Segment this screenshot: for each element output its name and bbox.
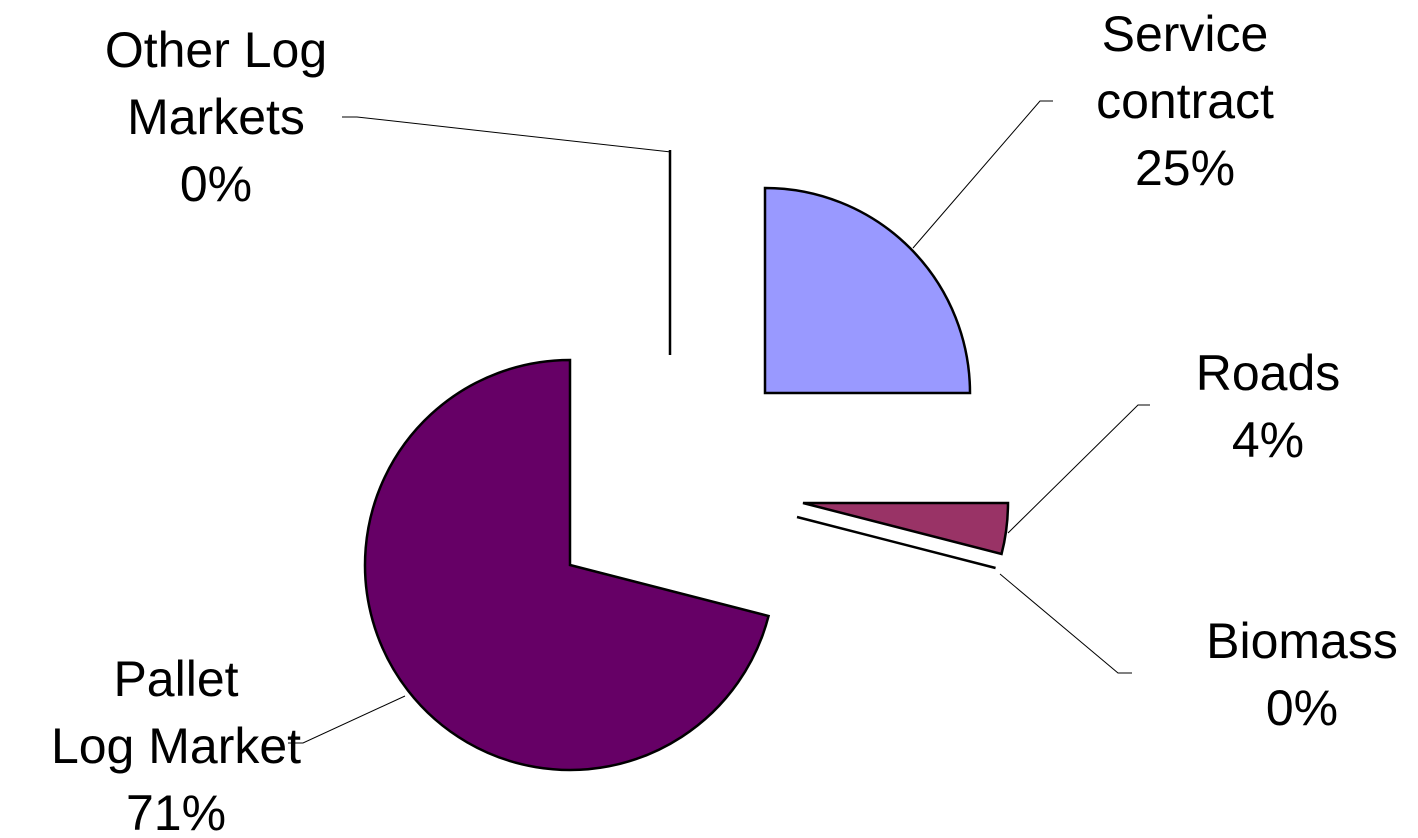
slice-label-0: Service xyxy=(1102,6,1269,62)
slice-label-2: Biomass xyxy=(1206,613,1398,669)
pie-slices xyxy=(363,150,1010,772)
slice-label-4: Markets xyxy=(127,89,305,145)
leader-line-3 xyxy=(288,695,406,744)
slice-percent-label-2: 0% xyxy=(1266,680,1338,736)
leader-line-4 xyxy=(342,116,672,153)
leader-line-1 xyxy=(1007,404,1150,534)
pie-slice-0 xyxy=(763,186,972,395)
slice-percent-label-1: 4% xyxy=(1232,412,1304,468)
slice-percent-label-4: 0% xyxy=(180,156,252,212)
slice-label-4: Other Log xyxy=(105,22,327,78)
slice-label-1: Roads xyxy=(1196,345,1341,401)
slice-labels: Service contract 25% Roads 4% Biomass 0% Pallet… xyxy=(51,6,1398,838)
slice-label-3: Pallet xyxy=(113,651,238,707)
leader-lines xyxy=(288,100,1150,744)
slice-label-0: contract xyxy=(1096,73,1274,129)
slice-label-3: Log Market xyxy=(51,718,301,774)
pie-slice-3 xyxy=(363,358,771,772)
leader-line-2 xyxy=(999,573,1132,674)
leader-line-0 xyxy=(912,100,1053,249)
slice-percent-label-3: 71% xyxy=(126,785,226,838)
slice-percent-label-0: 25% xyxy=(1135,140,1235,196)
pie-slice-1 xyxy=(802,501,1010,556)
